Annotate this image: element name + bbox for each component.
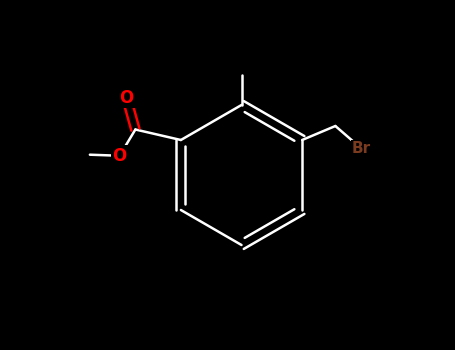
Text: O: O [112,147,127,165]
Text: O: O [120,89,134,107]
Text: Br: Br [352,141,371,156]
